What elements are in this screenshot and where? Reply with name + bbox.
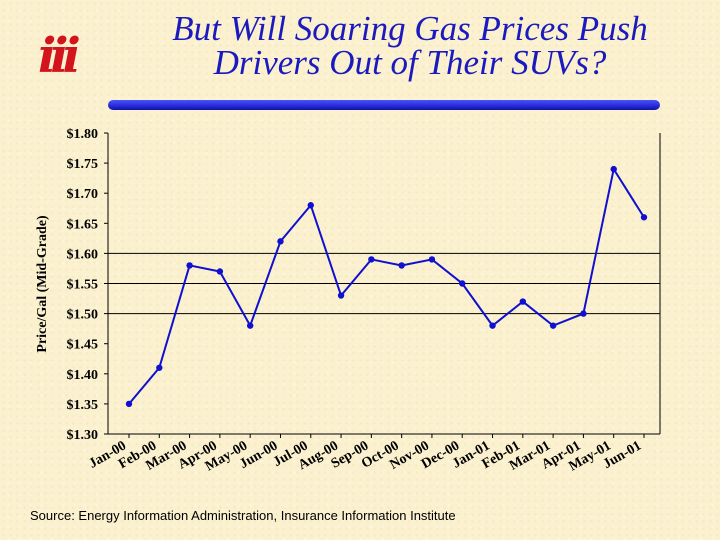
data-point [519, 298, 527, 305]
data-point [156, 364, 163, 371]
iii-logo: iii [38, 28, 81, 84]
title-line-1: But Will Soaring Gas Prices Push [172, 9, 648, 48]
y-tick-label: $1.70 [67, 187, 99, 202]
title-line-2: Drivers Out of Their SUVs? [213, 43, 607, 82]
y-tick-label: $1.80 [67, 127, 99, 142]
data-point [580, 310, 587, 317]
y-tick-label: $1.45 [67, 338, 99, 353]
data-point [610, 165, 617, 173]
y-tick-label: $1.40 [67, 368, 99, 383]
data-point [307, 202, 314, 209]
data-point [246, 322, 254, 329]
series-line [128, 166, 645, 405]
y-tick-label: $1.75 [67, 157, 99, 172]
y-tick-label: $1.30 [67, 428, 99, 443]
y-tick-label: $1.60 [67, 247, 99, 262]
x-ticks: Jan-00Feb-00Mar-00Apr-00May-00Jun-00Jul-… [86, 434, 645, 474]
source-note: Source: Energy Information Administratio… [30, 508, 456, 523]
data-point [549, 322, 557, 329]
data-point [216, 268, 224, 275]
data-point [428, 256, 436, 263]
data-points [125, 165, 648, 408]
slide-title: But Will Soaring Gas Prices Push Drivers… [100, 9, 720, 82]
y-tick-label: $1.65 [67, 217, 99, 232]
title-underline-bar [108, 100, 660, 110]
gridlines [108, 252, 660, 315]
y-axis-label: Price/Gal (Mid-Grade) [35, 215, 50, 353]
data-point [489, 322, 496, 329]
y-tick-label: $1.50 [67, 308, 99, 323]
data-point [186, 262, 193, 269]
y-tick-label: $1.35 [67, 398, 99, 413]
data-point [640, 214, 648, 221]
y-tick-label: $1.55 [67, 278, 99, 293]
data-point [459, 280, 466, 287]
y-ticks: $1.30 $1.35 $1.40 $1.45 $1.50 $1.55 $1.60 $1.65… [67, 127, 108, 443]
data-point [337, 292, 345, 299]
data-point [125, 400, 133, 408]
data-point [368, 256, 375, 263]
data-point [277, 238, 284, 245]
data-point [398, 262, 405, 269]
